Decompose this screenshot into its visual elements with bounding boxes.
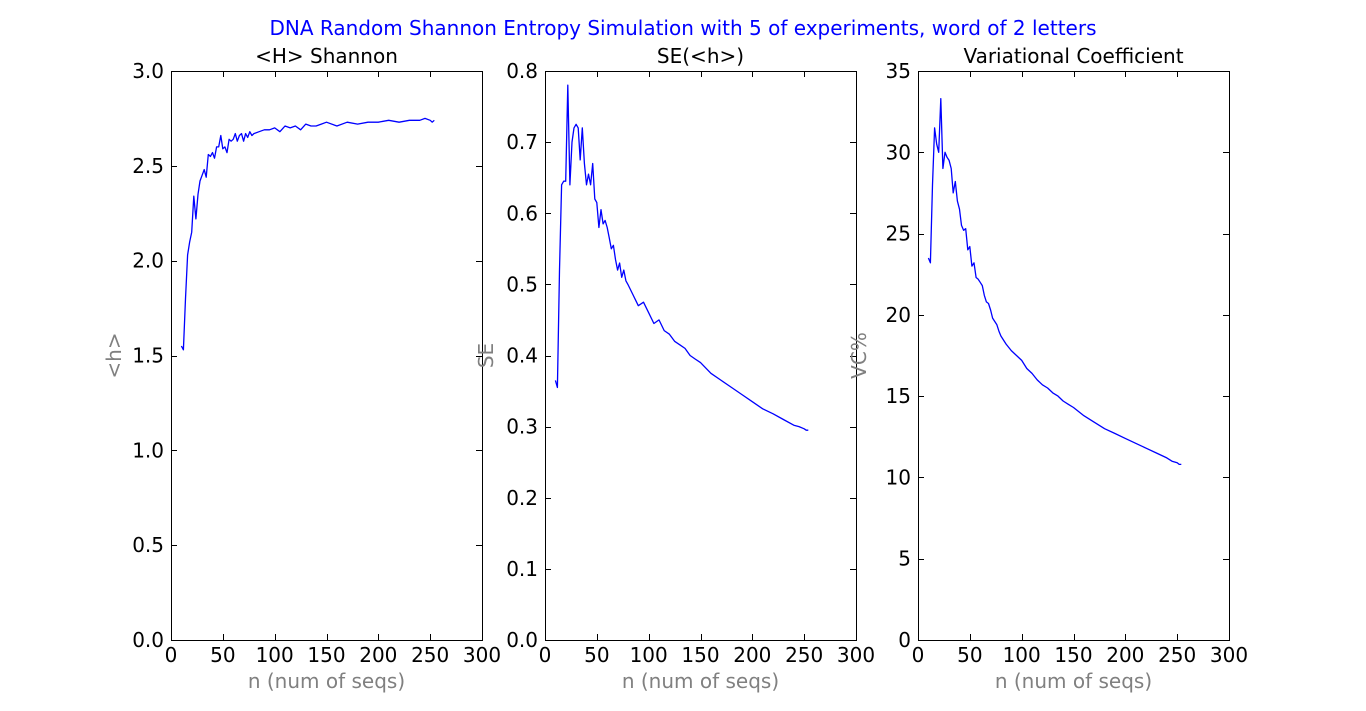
chart-3-ytick-label: 20	[886, 303, 911, 327]
chart-3-xtick-label: 150	[1054, 643, 1092, 667]
chart-1: 0 50 100 150 200 250 300 0.0 0.5 1.0 1.5 2.0 2.5 3.0 <…	[102, 44, 501, 693]
chart-3-series-line	[927, 97, 1182, 466]
chart-2-xtick-label: 0	[539, 643, 552, 667]
chart-3-xlabel: n (num of seqs)	[995, 669, 1152, 693]
chart-1-xtick-label: 0	[165, 643, 178, 667]
figure-suptitle: DNA Random Shannon Entropy Simulation wi…	[269, 16, 1096, 40]
chart-1-ylabel: <h>	[102, 332, 126, 378]
chart-2-xlabel: n (num of seqs)	[622, 669, 779, 693]
chart-3-ylabel: VC%	[847, 332, 871, 379]
chart-2-ytick-label: 0.4	[506, 344, 538, 368]
chart-2-xtick-label: 150	[681, 643, 719, 667]
chart-2-ytick-label: 0.3	[506, 415, 538, 439]
chart-1-xtick-label: 200	[359, 643, 397, 667]
chart-1-xlabel: n (num of seqs)	[248, 669, 405, 693]
chart-1-ytick-label: 3.0	[132, 59, 164, 83]
chart-1-plot-frame	[171, 71, 483, 641]
chart-1-ytick-label: 2.5	[132, 154, 164, 178]
chart-2-xtick-label: 250	[785, 643, 823, 667]
chart-3-ytick-label: 30	[886, 140, 911, 164]
chart-1-ytick-label: 0.0	[132, 628, 164, 652]
chart-3-ytick-label: 5	[898, 547, 911, 571]
chart-1-title: <H> Shannon	[255, 44, 398, 68]
chart-1-xtick-label: 150	[307, 643, 345, 667]
chart-2-ytick-label: 0.6	[506, 201, 538, 225]
chart-1-ytick-label: 1.0	[132, 438, 164, 462]
chart-2-xtick-label: 50	[584, 643, 609, 667]
chart-2-ytick-label: 0.0	[506, 628, 538, 652]
chart-3-xtick-label: 300	[1210, 643, 1248, 667]
chart-3: 0 50 100 150 200 250 300 0 5 10 15 20 25 30 35 Variatio…	[847, 44, 1248, 693]
chart-2-ylabel: SE	[474, 343, 498, 368]
chart-2-ytick-label: 0.5	[506, 272, 538, 296]
chart-3-title: Variational Coefficient	[963, 44, 1183, 68]
chart-3-xtick-label: 250	[1158, 643, 1196, 667]
subplots: 0 50 100 150 200 250 3000.00.51.01.52.02.53.0<…	[102, 44, 1248, 693]
chart-2-xtick-label: 200	[733, 643, 771, 667]
chart-1-ytick-label: 2.0	[132, 249, 164, 273]
chart-1-xtick-label: 300	[463, 643, 501, 667]
chart-2: 0 50 100 150 200 250 300 0.0 0.1 0.2 0.3 0.4 0.5 0.6 0…	[474, 44, 875, 693]
chart-1-xtick-label: 50	[210, 643, 235, 667]
chart-1-ytick-label: 1.5	[132, 344, 164, 368]
chart-2-ytick-label: 0.1	[506, 557, 538, 581]
chart-3-xtick-label: 100	[1003, 643, 1041, 667]
chart-3-ytick-label: 0	[898, 628, 911, 652]
chart-2-ytick-label: 0.8	[506, 59, 538, 83]
chart-3-xtick-label: 200	[1106, 643, 1144, 667]
chart-3-xtick-label: 0	[912, 643, 925, 667]
chart-1-ytick-label: 0.5	[132, 533, 164, 557]
chart-1-xtick-label: 100	[256, 643, 294, 667]
chart-2-plot-frame	[545, 71, 857, 641]
chart-3-plot-frame	[918, 71, 1230, 641]
chart-3-xtick-label: 50	[957, 643, 982, 667]
chart-1-xtick-label: 250	[411, 643, 449, 667]
chart-3-ytick-label: 15	[886, 384, 911, 408]
chart-1-series-line	[180, 117, 435, 351]
chart-3-ytick-label: 25	[886, 222, 911, 246]
chart-2-ytick-label: 0.2	[506, 486, 538, 510]
chart-2-title: SE(<h>)	[657, 44, 744, 68]
chart-2-ytick-label: 0.7	[506, 130, 538, 154]
chart-3-ytick-label: 35	[886, 59, 911, 83]
chart-2-xtick-label: 300	[837, 643, 875, 667]
chart-2-xtick-label: 100	[630, 643, 668, 667]
chart-3-ytick-label: 10	[886, 465, 911, 489]
chart-2-series-line	[554, 84, 809, 431]
